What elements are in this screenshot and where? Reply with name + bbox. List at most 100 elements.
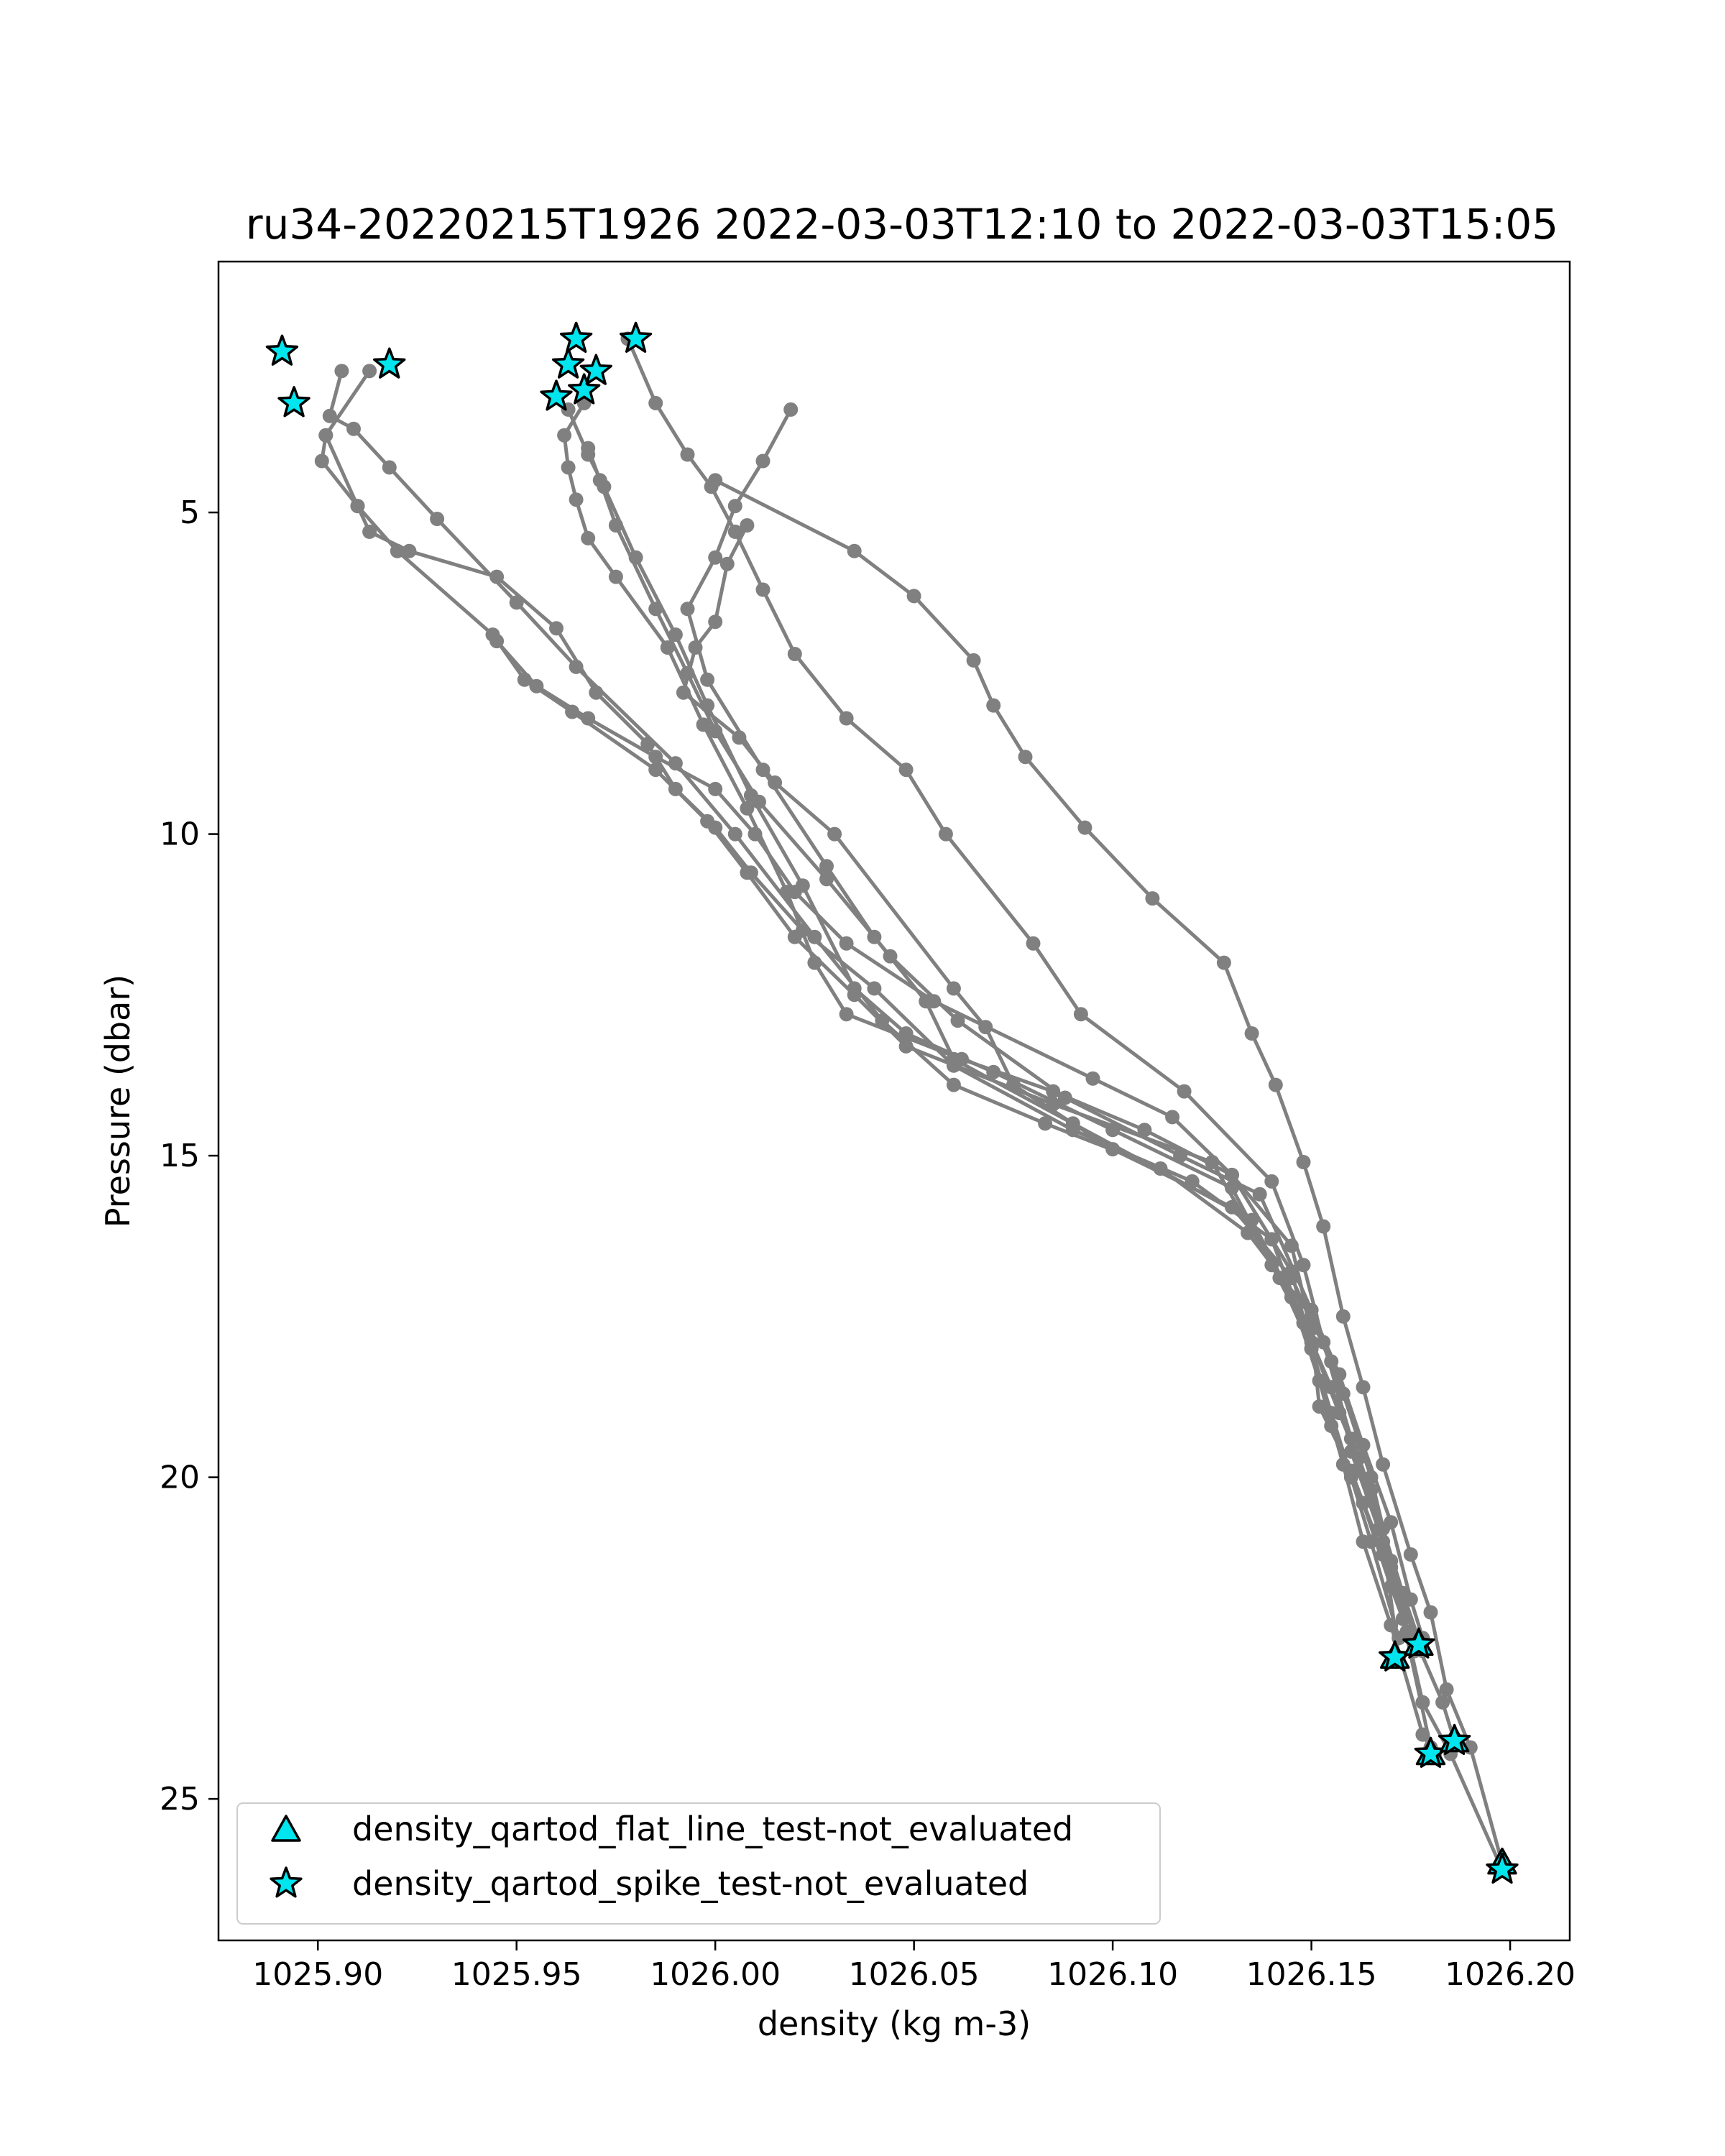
profile-point [1177,1084,1192,1099]
spike-test-flag-marker [265,334,299,366]
profile-point [334,364,349,379]
profile-point [1332,1367,1347,1382]
y-tick-label: 15 [160,1138,200,1174]
profile-point [648,763,663,778]
profile-point [708,473,723,488]
profile-point [819,872,834,887]
profile-point [1065,1123,1080,1138]
profile-point [680,447,695,462]
legend-label: density_qartod_flat_line_test-not_evalua… [352,1810,1073,1848]
profile-point [1057,1090,1072,1105]
profile-point [938,826,953,842]
legend-star-icon [270,1866,303,1898]
x-tick-label: 1026.00 [650,1956,781,1993]
profile-point [779,885,794,900]
profile-point [1384,1515,1399,1530]
profile-point [517,672,532,687]
profile-point [1272,1271,1287,1286]
profile-point [1343,1470,1358,1485]
profile-point [946,981,961,996]
profile-point [867,929,882,944]
x-tick-label: 1026.05 [849,1956,980,1993]
profile-point [708,614,723,630]
profile-line-2 [686,407,1437,1756]
profile-point [489,569,505,584]
profile-point [946,1077,961,1092]
profile-point [807,955,822,970]
profile-point [727,826,742,842]
y-axis-ticks: 5 10 15 20 25 [160,494,218,1818]
profile-point [346,421,361,436]
profile-point [708,550,723,565]
spike-test-flag-marker [551,347,585,379]
profile-point [1316,1335,1331,1350]
profile-point [1153,1161,1168,1176]
x-tick-label: 1025.90 [252,1956,383,1993]
y-tick-label: 10 [160,816,200,853]
y-axis-label: Pressure (dbar) [98,975,137,1227]
x-axis-ticks: 1025.90 1025.95 1026.00 1026.05 1026.10 1026.… [252,1940,1576,1993]
profile-point [608,569,623,584]
profile-point [1205,1155,1220,1169]
profile-point [1284,1238,1299,1253]
profile-point [906,589,921,604]
profile-point [581,441,596,456]
profile-point [978,1020,993,1035]
profile-point [847,543,862,558]
profile-point [322,408,337,423]
legend-box [236,1802,1161,1925]
profile-point [1137,1123,1152,1138]
profile-point [1415,1695,1430,1710]
spike-test-flag-marker [1486,1852,1519,1884]
profile-point [1073,1007,1088,1022]
profile-point [1216,955,1231,970]
profile-point [529,678,544,694]
profile-point [1395,1611,1410,1626]
profile-point [648,750,663,765]
profile-point [1046,1084,1061,1099]
profile-point [807,929,822,944]
profile-point [561,460,576,475]
profile-point [883,949,898,964]
profile-point [1415,1727,1430,1742]
spike-test-flag-marker [1438,1723,1471,1756]
profile-point [648,395,663,410]
profile-point [569,659,584,674]
profile-point [1296,1155,1311,1169]
profile-line-7 [626,336,1432,1749]
spike-test-flag-marker [579,354,612,385]
legend: density_qartod_flat_line_test-not_evalua… [236,1802,1161,1925]
profile-point [628,550,643,565]
profile-line-3 [494,639,1417,1653]
profile-point [740,865,755,880]
profile-point [1244,1026,1259,1041]
profile-point [1335,1309,1351,1324]
profile-point [350,499,365,514]
profile-point [581,711,596,726]
profile-point [727,499,742,514]
profile-point [1324,1419,1339,1433]
profile-point [1371,1521,1386,1537]
profile-point [1399,1624,1414,1639]
profile-point [768,775,783,790]
profile-point [1264,1232,1279,1247]
profile-point [382,460,397,475]
x-tick-label: 1026.15 [1246,1956,1377,1993]
profile-point [362,364,377,379]
spike-test-flag-marker [373,347,406,379]
profile-point [795,878,810,893]
profile-point [898,1038,914,1054]
y-tick-label: 5 [180,494,200,531]
profile-point [740,518,755,533]
profile-point [708,724,723,739]
profile-point [898,763,914,778]
profile-point [485,627,500,642]
profile-point [1046,1097,1061,1112]
profile-point [1356,1496,1371,1511]
profile-point [827,826,842,842]
profile-point [569,492,584,507]
profile-point [1324,1380,1339,1395]
legend-triangle-icon [271,1815,301,1842]
profile-point [839,936,854,951]
profile-point [390,543,405,558]
